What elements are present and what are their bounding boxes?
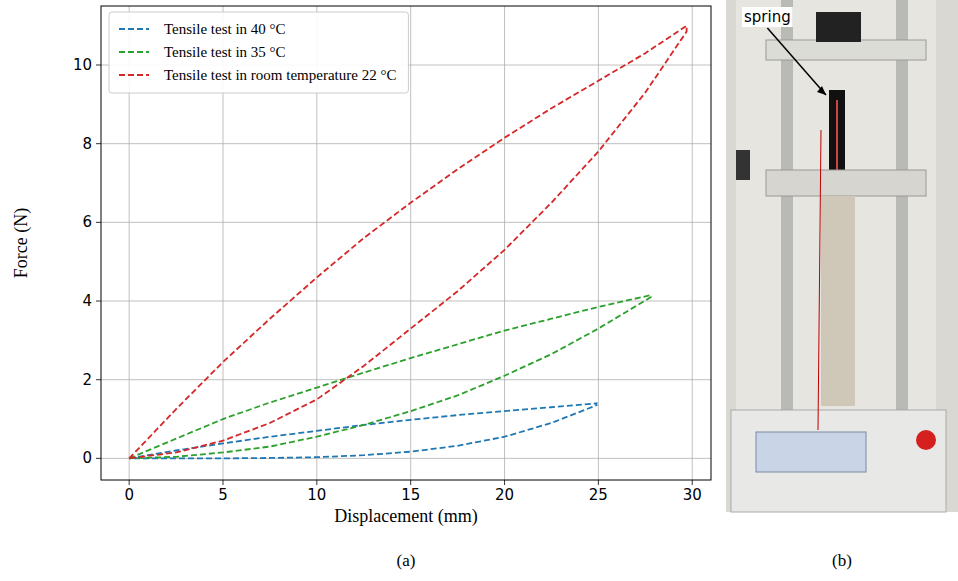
grid-line (504, 6, 505, 480)
photo-background (726, 0, 958, 512)
grid-line (598, 6, 599, 480)
tick (96, 143, 101, 144)
panel-label: (a) (397, 551, 416, 570)
tick-label: 10 (73, 56, 92, 74)
legend-swatch (119, 74, 149, 76)
tick-label: 5 (218, 486, 228, 504)
plot-background (101, 6, 711, 480)
legend-box (109, 12, 408, 93)
tick-label: 0 (124, 486, 134, 504)
grid-line (410, 6, 411, 480)
series-line (129, 403, 596, 458)
machine-base (731, 410, 946, 512)
grid-line (101, 143, 711, 144)
column (781, 0, 793, 420)
tick-label: 15 (401, 486, 420, 504)
legend-label: Tensile test in room temperature 22 °C (164, 67, 396, 83)
wire (818, 130, 821, 430)
panel-label: (b) (832, 551, 852, 570)
tick (692, 480, 693, 485)
tick (504, 480, 505, 485)
control-panel (756, 432, 866, 472)
legend-label: Tensile test in 40 °C (164, 21, 286, 37)
crosshead (766, 170, 926, 196)
legend: Tensile test in 40 °C Tensile test in 35 … (109, 12, 408, 93)
tick (410, 480, 411, 485)
tick (96, 458, 101, 459)
legend-label: Tensile test in 35 °C (164, 44, 286, 60)
tick-label: 20 (495, 486, 514, 504)
meter (736, 150, 750, 180)
tick (598, 480, 599, 485)
tick-label: 2 (82, 371, 92, 389)
tick (223, 480, 224, 485)
legend-swatch (119, 28, 149, 30)
y-axis-title: Force (N) (11, 208, 32, 278)
annotation-arrow (767, 28, 826, 95)
load-cell (816, 12, 861, 42)
grid-line (101, 222, 711, 223)
grid-line (692, 6, 693, 480)
tick (96, 301, 101, 302)
tick-label: 6 (82, 213, 92, 231)
tick (129, 480, 130, 485)
grid-line (101, 379, 711, 380)
tick-label: 10 (307, 486, 326, 504)
tick-label: 30 (683, 486, 702, 504)
spring-wire (836, 100, 838, 170)
tick-label: 25 (589, 486, 608, 504)
legend-swatch (119, 51, 149, 53)
stop-button (916, 430, 936, 450)
tick-label: 4 (82, 292, 92, 310)
photo-panel (726, 0, 958, 512)
tick (96, 222, 101, 223)
figure: 0 5 10 15 20 25 30 0 2 4 6 8 10 Displacement (mm) Forc… (0, 0, 958, 581)
arrow-head (817, 86, 826, 95)
spring-holder (829, 90, 845, 180)
annotation-patch (742, 7, 793, 27)
x-axis-title: Displacement (mm) (334, 506, 477, 527)
tick-label: 0 (82, 449, 92, 467)
annotation: spring (744, 8, 791, 26)
column (896, 0, 908, 420)
tick-label: 8 (82, 135, 92, 153)
plot-frame (101, 6, 711, 480)
bellows (821, 196, 855, 406)
crosshead (766, 40, 926, 60)
tick (96, 65, 101, 66)
tick (316, 480, 317, 485)
tick (96, 379, 101, 380)
